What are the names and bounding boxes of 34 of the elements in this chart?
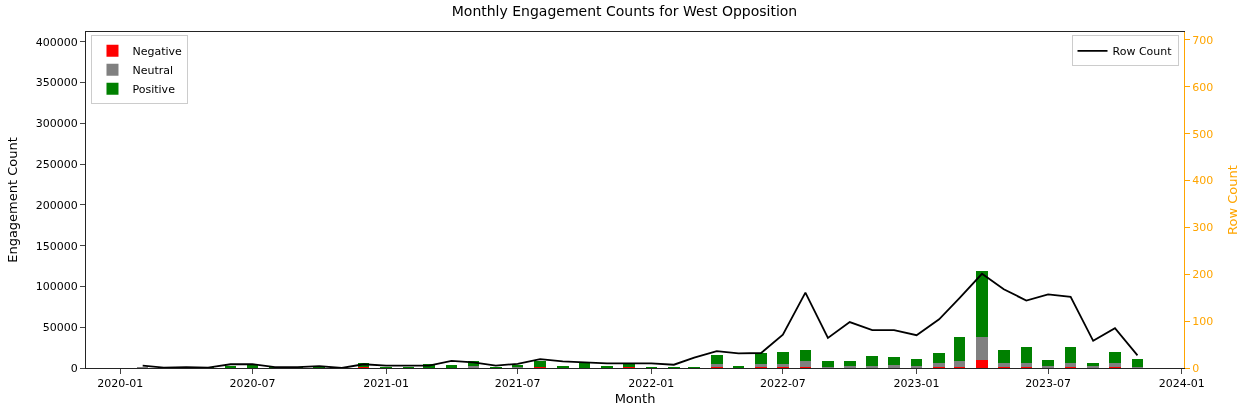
y2-tick-label: 700 [1192, 33, 1214, 47]
y2-tick-label: 300 [1192, 221, 1214, 235]
y2-tick-label: 100 [1192, 314, 1214, 328]
y-tick-label: 0 [70, 361, 78, 375]
x-tick-label: 2023-01 [893, 377, 940, 391]
y2-tick-label: 400 [1192, 174, 1214, 188]
y-tick-label: 300000 [35, 117, 78, 131]
y2-tick-label: 200 [1192, 268, 1214, 282]
y2-tick-label: 0 [1192, 361, 1200, 375]
legend-label: Neutral [132, 64, 174, 78]
x-axis-title: Month [614, 390, 656, 406]
y-tick-label: 400000 [35, 35, 78, 49]
y2-tick-label: 600 [1192, 80, 1214, 94]
legend-label: Positive [132, 83, 176, 97]
y-tick-label: 150000 [35, 239, 78, 253]
y-tick-label: 200000 [35, 198, 78, 212]
chart-title: Monthly Engagement Counts for West Opposition [451, 3, 798, 20]
x-tick-label: 2022-01 [628, 377, 675, 391]
y-tick-label: 100000 [35, 280, 78, 294]
x-tick-label: 2022-07 [759, 377, 806, 391]
x-tick-label: 2021-01 [363, 377, 410, 391]
x-tick-label: 2020-01 [97, 377, 144, 391]
y-tick-label: 250000 [35, 157, 78, 171]
y2-axis-title: Row Count [1224, 165, 1240, 235]
x-tick-label: 2024-01 [1158, 377, 1205, 391]
x-tick-label: 2020-07 [229, 377, 276, 391]
legend-label: Negative [132, 45, 183, 59]
x-tick-label: 2021-07 [494, 377, 541, 391]
legend-label: Row Count [1112, 45, 1173, 59]
y-tick-label: 50000 [42, 321, 78, 335]
y-tick-label: 350000 [35, 76, 78, 90]
y-axis-title: Engagement Count [4, 137, 20, 263]
x-tick-label: 2023-07 [1025, 377, 1072, 391]
y2-tick-label: 500 [1192, 127, 1214, 141]
